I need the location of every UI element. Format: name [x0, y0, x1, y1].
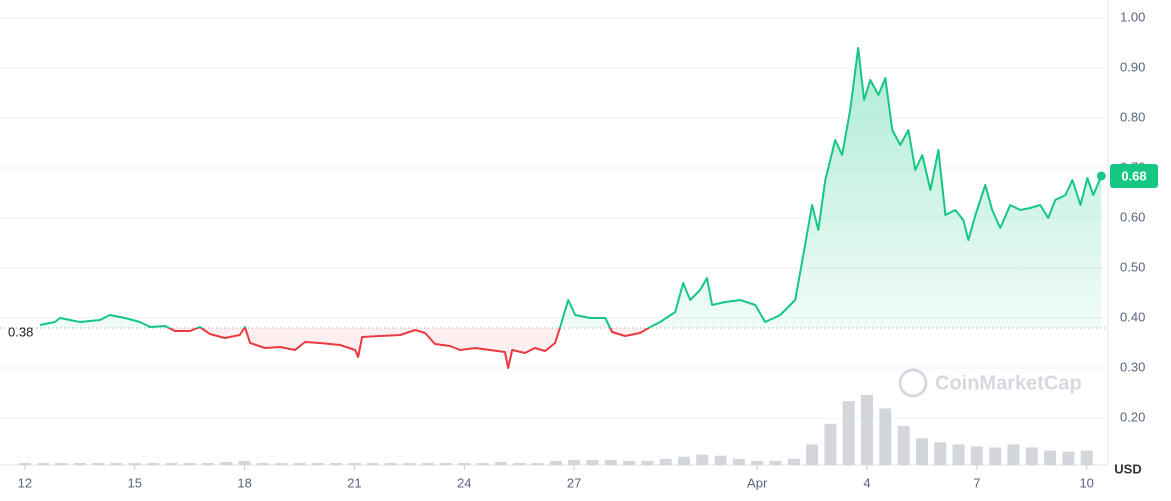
volume-bar — [915, 438, 928, 465]
y-tick-label: 0.40 — [1120, 309, 1145, 324]
volume-bar — [183, 462, 196, 465]
volume-bar — [861, 395, 874, 465]
volume-bar — [1062, 451, 1075, 465]
volume-bar — [92, 462, 105, 465]
volume-bar — [586, 459, 599, 465]
volume-bar — [696, 454, 709, 465]
baseline-label: 0.38 — [8, 324, 33, 339]
price-tag-label: 0.68 — [1121, 168, 1146, 183]
volume-bar — [787, 458, 800, 465]
volume-bar — [934, 442, 947, 465]
last-point — [1096, 171, 1106, 181]
volume-bar — [549, 460, 562, 465]
volume-bar — [1007, 444, 1020, 465]
volume-bar — [842, 401, 855, 465]
volume-bar — [604, 459, 617, 465]
volume-bar — [348, 462, 361, 465]
volume-bar — [201, 462, 214, 465]
x-tick-label: 12 — [18, 475, 32, 490]
watermark: CoinMarketCap — [898, 368, 1082, 398]
volume-bar — [330, 462, 343, 465]
volume-bar — [952, 444, 965, 465]
volume-bar — [494, 461, 507, 465]
price-tag — [1110, 164, 1158, 188]
volume-bar — [293, 462, 306, 465]
x-tick-label: 15 — [128, 475, 142, 490]
volume-bar — [879, 408, 892, 465]
volume-bar — [147, 462, 160, 465]
volume-bar — [623, 460, 636, 465]
volume-bar — [806, 444, 819, 465]
volume-bar — [256, 462, 269, 465]
volume-bar — [732, 458, 745, 465]
volume-bar — [1080, 450, 1093, 465]
volume-bar — [311, 462, 324, 465]
volume-bar — [385, 462, 398, 465]
y-tick-label: 0.80 — [1120, 109, 1145, 124]
volume-bar — [714, 455, 727, 465]
volume-bar — [238, 460, 251, 465]
y-tick-label: 0.50 — [1120, 259, 1145, 274]
volume-bar — [751, 460, 764, 465]
volume-bar — [275, 462, 288, 465]
x-tick-label: 4 — [863, 475, 870, 490]
volume-bar — [677, 456, 690, 465]
y-tick-label: 0.90 — [1120, 59, 1145, 74]
volume-bar — [110, 462, 123, 465]
y-tick-label: 0.30 — [1120, 359, 1145, 374]
volume-bar — [165, 462, 178, 465]
area-up — [39, 48, 1102, 328]
volume-bar — [1044, 450, 1057, 465]
unit-label: USD — [1114, 461, 1141, 476]
volume-bar — [769, 460, 782, 465]
area-down — [39, 328, 1102, 368]
volume-bar — [641, 460, 654, 465]
volume-bar — [513, 462, 526, 465]
y-tick-label: 0.20 — [1120, 409, 1145, 424]
price-line-down — [150, 328, 651, 369]
volume-bar — [531, 462, 544, 465]
volume-bar — [568, 459, 581, 465]
y-tick-label: 0.60 — [1120, 209, 1145, 224]
volume-bar — [73, 462, 86, 465]
x-tick-label: 27 — [567, 475, 581, 490]
x-tick-label: 21 — [347, 475, 361, 490]
volume-bar — [18, 462, 31, 465]
volume-bar — [37, 462, 50, 465]
volume-bar — [220, 461, 233, 465]
volume-bar — [421, 462, 434, 465]
watermark-text: CoinMarketCap — [935, 372, 1082, 394]
volume-bar — [970, 446, 983, 465]
x-tick-label: Apr — [747, 475, 768, 490]
volume-bar — [458, 462, 471, 465]
volume-bar — [476, 462, 489, 465]
volume-bar — [128, 462, 141, 465]
price-line-up — [39, 47, 1103, 328]
volume-bar — [366, 462, 379, 465]
x-tick-label: 24 — [457, 475, 471, 490]
volume-bar — [659, 458, 672, 465]
volume-bar — [824, 423, 837, 465]
volume-bar — [403, 462, 416, 465]
y-tick-label: 1.00 — [1120, 9, 1145, 24]
volume-bar — [55, 462, 68, 465]
x-tick-label: 10 — [1079, 475, 1093, 490]
x-tick-label: 7 — [973, 475, 980, 490]
volume-bar — [1025, 447, 1038, 465]
volume-bar — [897, 425, 910, 465]
volume-bar — [989, 447, 1002, 465]
volume-bar — [439, 462, 452, 465]
x-tick-label: 18 — [237, 475, 251, 490]
